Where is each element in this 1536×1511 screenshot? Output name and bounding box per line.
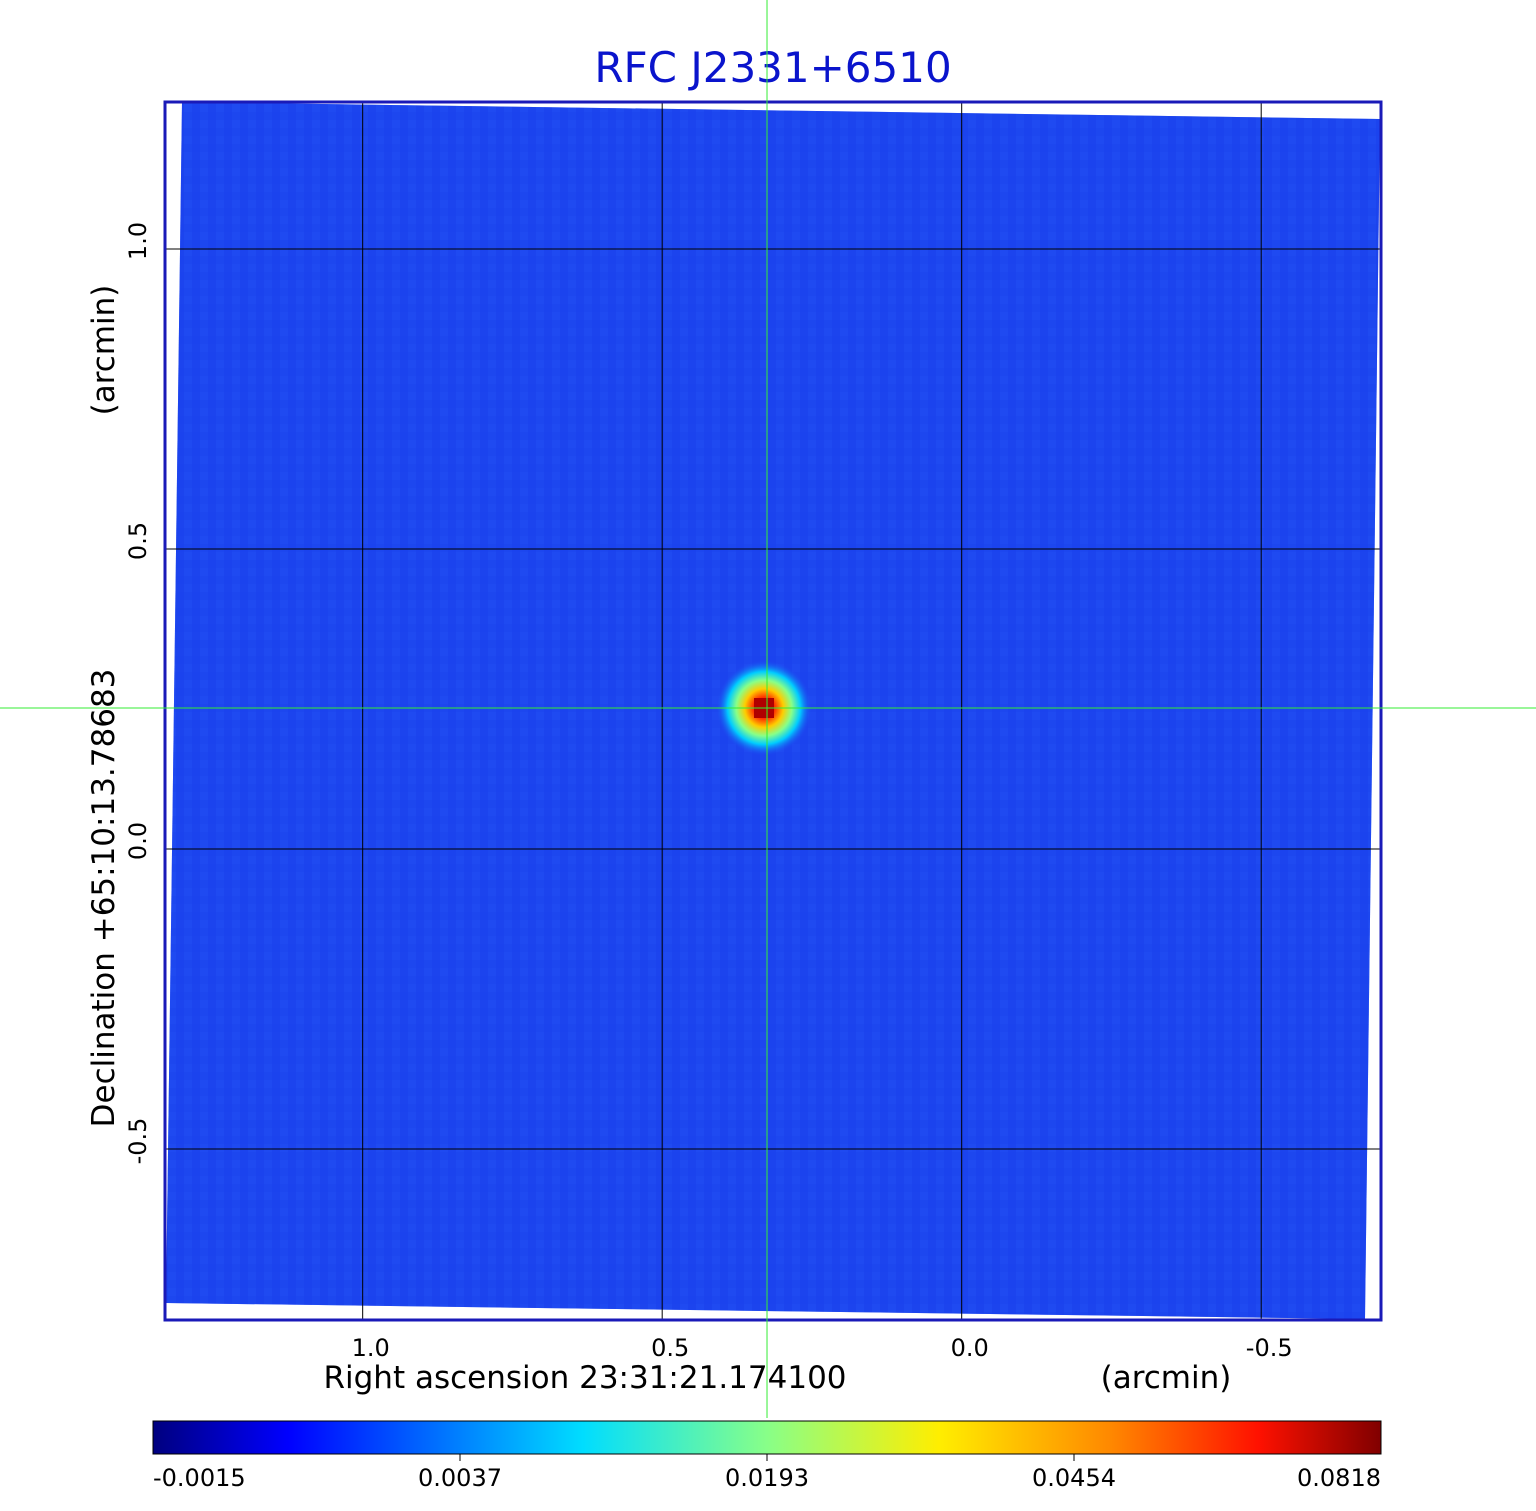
y-axis-unit: (arcmin)	[86, 285, 122, 416]
colorbar-tick-label: 0.0454	[1032, 1464, 1116, 1492]
colorbar-tick-label: 0.0193	[725, 1464, 809, 1492]
y-tick-labels: 1.0 0.5 0.0 -0.5	[124, 222, 152, 1165]
colorbar-tick-label: 0.0818	[1297, 1464, 1381, 1492]
x-tick-labels: 1.0 0.5 0.0 -0.5	[352, 1334, 1293, 1362]
y-tick-label: 1.0	[124, 222, 152, 260]
colorbar	[152, 1420, 1382, 1455]
x-tick-label: 1.0	[352, 1334, 390, 1362]
x-axis-unit: (arcmin)	[1101, 1360, 1232, 1396]
y-tick-label: 0.0	[124, 822, 152, 860]
chart-title: RFC J2331+6510	[594, 43, 951, 92]
y-tick-label: -0.5	[124, 1118, 152, 1165]
x-axis-label: Right ascension 23:31:21.174100	[323, 1360, 846, 1396]
coordinate-grid	[165, 102, 1381, 1320]
colorbar-ticks	[459, 1454, 1075, 1461]
y-tick-label: 0.5	[124, 522, 152, 560]
plot-frame	[163, 100, 1383, 1322]
x-tick-label: -0.5	[1246, 1334, 1293, 1362]
x-tick-label: 0.0	[951, 1334, 989, 1362]
x-tick-label: 0.5	[651, 1334, 689, 1362]
y-axis-label: Declination +65:10:13.78683	[86, 669, 122, 1128]
colorbar-tick-label: 0.0037	[418, 1464, 502, 1492]
colorbar-tick-label: -0.0015	[153, 1464, 246, 1492]
